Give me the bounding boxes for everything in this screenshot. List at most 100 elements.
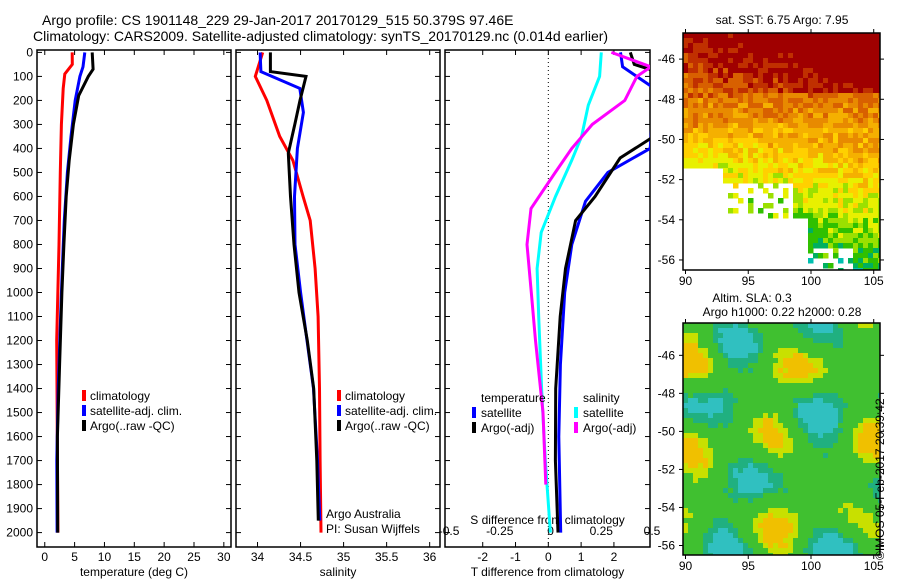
- y-tick-label: 1900: [6, 502, 33, 516]
- legend-label: satellite-adj. clim.: [90, 404, 182, 418]
- sst-cell: [833, 148, 839, 154]
- sla-cell: [783, 458, 789, 464]
- sla-cell: [853, 478, 859, 484]
- sst-cell: [733, 68, 739, 74]
- sla-cell: [853, 418, 859, 424]
- sla-cell: [838, 373, 844, 379]
- sla-cell: [723, 528, 729, 534]
- sla-cell: [738, 478, 744, 484]
- sst-cell: [838, 118, 844, 124]
- sla-cell: [778, 383, 784, 389]
- x-tick-label: 1: [578, 550, 585, 564]
- sst-cell: [683, 133, 689, 139]
- sla-cell: [853, 473, 859, 479]
- sst-cell: [758, 208, 764, 214]
- sla-cell: [823, 438, 829, 444]
- sla-cell: [848, 468, 854, 474]
- plot-frame: [444, 49, 651, 548]
- sla-cell: [788, 373, 794, 379]
- sla-cell: [738, 368, 744, 374]
- sla-cell: [723, 498, 729, 504]
- sla-cell: [833, 438, 839, 444]
- sst-cell: [768, 163, 774, 169]
- sst-cell: [833, 68, 839, 74]
- sla-cell: [738, 473, 744, 479]
- sst-cell: [828, 133, 834, 139]
- sla-cell: [783, 338, 789, 344]
- sla-cell: [748, 433, 754, 439]
- sst-cell: [703, 148, 709, 154]
- sst-cell: [853, 138, 859, 144]
- sst-cell: [828, 78, 834, 84]
- sst-cell: [868, 228, 874, 234]
- sla-cell: [688, 358, 694, 364]
- sst-cell: [713, 38, 719, 44]
- sst-cell: [873, 258, 879, 264]
- sst-cell: [763, 88, 769, 94]
- sst-cell: [723, 153, 729, 159]
- sst-cell: [753, 103, 759, 109]
- sst-cell: [868, 48, 874, 54]
- sst-cell: [843, 53, 849, 59]
- sla-cell: [728, 513, 734, 519]
- sla-cell: [683, 398, 689, 404]
- sla-cell: [808, 328, 814, 334]
- sla-cell: [718, 323, 724, 329]
- sla-cell: [848, 458, 854, 464]
- sst-cell: [853, 168, 859, 174]
- sla-cell: [698, 398, 704, 404]
- sst-cell: [853, 208, 859, 214]
- sla-cell: [863, 473, 869, 479]
- sla-cell: [683, 513, 689, 519]
- sst-cell: [803, 68, 809, 74]
- sla-cell: [713, 498, 719, 504]
- sla-cell: [848, 513, 854, 519]
- sst-cell: [868, 138, 874, 144]
- sla-cell: [828, 478, 834, 484]
- sla-cell: [703, 433, 709, 439]
- sst-cell: [768, 173, 774, 179]
- sla-cell: [853, 448, 859, 454]
- sla-cell: [768, 448, 774, 454]
- sla-cell: [828, 348, 834, 354]
- sla-cell: [768, 528, 774, 534]
- sst-cell: [813, 138, 819, 144]
- sst-cell: [693, 88, 699, 94]
- sla-cell: [738, 518, 744, 524]
- sla-cell: [833, 428, 839, 434]
- sst-cell: [778, 198, 784, 204]
- sst-cell: [733, 158, 739, 164]
- sst-cell: [723, 178, 729, 184]
- sla-cell: [693, 408, 699, 414]
- sla-cell: [708, 448, 714, 454]
- sst-cell: [828, 158, 834, 164]
- sla-cell: [838, 468, 844, 474]
- sst-cell: [738, 38, 744, 44]
- sst-cell: [873, 208, 879, 214]
- sla-cell: [788, 418, 794, 424]
- sst-cell: [753, 83, 759, 89]
- sst-cell: [808, 238, 814, 244]
- sla-cell: [803, 498, 809, 504]
- sla-cell: [783, 418, 789, 424]
- sst-cell: [768, 148, 774, 154]
- sst-cell: [808, 43, 814, 49]
- sla-cell: [843, 388, 849, 394]
- sla-cell: [778, 538, 784, 544]
- sla-cell: [778, 418, 784, 424]
- sla-cell: [738, 448, 744, 454]
- sla-cell: [828, 398, 834, 404]
- sla-cell: [728, 488, 734, 494]
- legend-label: satellite-adj. clim.: [345, 404, 437, 418]
- sla-cell: [683, 413, 689, 419]
- sst-cell: [768, 43, 774, 49]
- sst-cell: [868, 253, 874, 259]
- sla-cell: [698, 433, 704, 439]
- sst-cell: [843, 63, 849, 69]
- sla-cell: [753, 543, 759, 549]
- sla-cell: [858, 543, 864, 549]
- sla-cell: [773, 453, 779, 459]
- sst-cell: [808, 153, 814, 159]
- sla-cell: [733, 433, 739, 439]
- sst-cell: [858, 43, 864, 49]
